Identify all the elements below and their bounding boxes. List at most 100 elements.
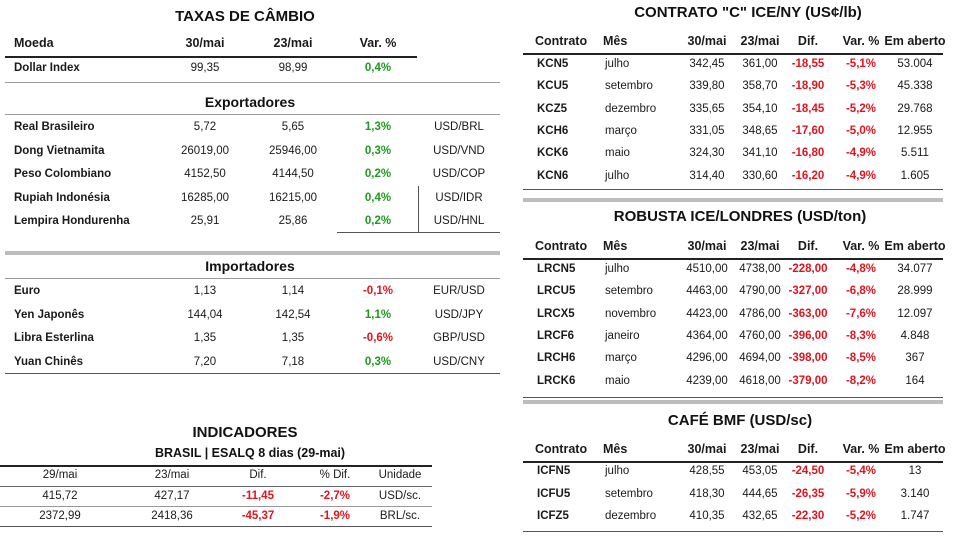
- col-header-23mai: 23/mai: [740, 239, 780, 253]
- value-30mai: 144,04: [187, 308, 223, 321]
- cambio-header-row: Moeda 30/mai 23/mai Var. %: [0, 34, 500, 56]
- contract-code: KCN5: [537, 58, 569, 70]
- exportadores-title: Exportadores: [204, 94, 296, 110]
- col-header-mes: Mês: [603, 239, 628, 253]
- col-header-dif: Dif.: [797, 34, 819, 48]
- contract-code: LRCF6: [537, 329, 575, 342]
- value-23mai: 2418,36: [151, 510, 193, 522]
- bmf-header-row: Contrato Mês 30/mai 23/mai Dif. Var. % Em aber…: [523, 440, 951, 462]
- open-interest: 1.747: [900, 510, 930, 523]
- variation: -5,1%: [845, 58, 877, 70]
- percent-difference: -2,7%: [319, 490, 351, 502]
- variation: -6,8%: [845, 285, 877, 298]
- value-23mai: 16215,00: [269, 191, 317, 204]
- open-interest: 34.077: [897, 263, 933, 275]
- currency-pair: USD/BRL: [434, 121, 484, 133]
- currency-name: Dong Vietnamita: [14, 144, 105, 157]
- month: maio: [605, 374, 630, 387]
- col-header-23mai: 23/mai: [154, 469, 190, 481]
- value-30mai: 342,45: [689, 58, 725, 70]
- indicadores-title: INDICADORES: [192, 424, 298, 441]
- robusta-title: ROBUSTA ICE/LONDRES (USD/ton): [613, 208, 867, 225]
- value-23mai: 358,70: [742, 80, 778, 93]
- currency-row: Rupiah Indonésia 16285,00 16215,00 0,4% USD/…: [0, 188, 500, 210]
- contract-code: LRCX5: [537, 307, 575, 320]
- currency-name: Dollar Index: [14, 62, 80, 74]
- variation: -8,3%: [845, 329, 877, 342]
- variation: -0,6%: [362, 332, 394, 344]
- contract-code: LRCN5: [537, 263, 576, 275]
- col-header-var: Var. %: [359, 36, 397, 50]
- difference: -398,00: [788, 352, 828, 365]
- col-header-mes: Mês: [603, 34, 628, 48]
- variation: -8,5%: [845, 352, 877, 365]
- open-interest: 29.768: [897, 102, 933, 115]
- indicadores-row-divider: [0, 506, 432, 507]
- unit: BRL/sc.: [379, 510, 421, 522]
- robusta-bottom: [523, 397, 943, 398]
- importadores-title: Importadores: [205, 258, 295, 274]
- difference: -327,00: [788, 285, 828, 298]
- currency-name: Yuan Chinês: [14, 355, 84, 368]
- col-header-dif: Dif.: [797, 239, 819, 253]
- month: dezembro: [605, 510, 657, 523]
- variation: -0,1%: [362, 285, 394, 297]
- value-30mai: 418,30: [689, 487, 725, 500]
- exportadores-bottom: [337, 232, 500, 233]
- contract-code: ICFZ5: [537, 510, 569, 523]
- difference: -18,90: [791, 80, 825, 93]
- contract-row: LRCK6 maio 4239,00 4618,00 -379,00 -8,2% 164: [523, 371, 951, 393]
- variation: 1,1%: [364, 308, 392, 321]
- open-interest: 13: [908, 465, 922, 477]
- open-interest: 1.605: [900, 169, 930, 182]
- value-23mai: 4144,50: [272, 168, 314, 180]
- col-header-em-aberto: Em aberto: [884, 239, 946, 253]
- value-29mai: 2372,99: [39, 510, 81, 522]
- difference: -17,60: [791, 124, 825, 137]
- currency-pair: USD/VND: [433, 144, 485, 157]
- month: março: [605, 124, 637, 137]
- exportadores-sep: [418, 186, 419, 232]
- bmf-header-divider: [523, 461, 943, 463]
- col-header-dif: Dif.: [249, 469, 267, 481]
- currency-name: Rupiah Indonésia: [14, 191, 110, 204]
- variation: -5,2%: [845, 102, 877, 115]
- difference: -396,00: [788, 329, 828, 342]
- month: julho: [605, 169, 630, 182]
- col-header-contrato: Contrato: [535, 442, 588, 456]
- cambio-header-divider: [5, 56, 417, 58]
- month: maio: [605, 147, 630, 160]
- value-30mai: 26019,00: [181, 144, 229, 157]
- currency-name: Yen Japonês: [14, 308, 85, 321]
- value-23mai: 4618,00: [739, 374, 781, 387]
- currency-row: Dong Vietnamita 26019,00 25946,00 0,3% USD/V…: [0, 141, 500, 163]
- value-30mai: 4423,00: [686, 307, 728, 320]
- value-23mai: 354,10: [742, 102, 778, 115]
- value-30mai: 4463,00: [686, 285, 728, 298]
- currency-name: Real Brasileiro: [14, 121, 95, 133]
- currency-pair: USD/CNY: [433, 355, 485, 368]
- contract-row: KCU5 setembro 339,80 358,70 -18,90 -5,3% 45.33…: [523, 76, 951, 98]
- robusta-header-row: Contrato Mês 30/mai 23/mai Dif. Var. % Em aber…: [523, 237, 951, 259]
- value-23mai: 142,54: [275, 308, 311, 321]
- value-30mai: 324,30: [689, 147, 725, 160]
- value-30mai: 25,91: [190, 215, 220, 227]
- ice_ny-header-divider: [523, 53, 943, 55]
- currency-row: Peso Colombiano 4152,50 4144,50 0,2% USD/COP: [0, 164, 500, 186]
- variation: 0,3%: [364, 355, 392, 368]
- contract-row: LRCN5 julho 4510,00 4738,00 -228,00 -4,8% 34.0…: [523, 259, 951, 281]
- contract-code: LRCU5: [537, 285, 576, 298]
- contract-code: KCK6: [537, 147, 569, 160]
- open-interest: 12.097: [897, 307, 933, 320]
- open-interest: 5.511: [901, 147, 929, 160]
- difference: -16,20: [791, 169, 825, 182]
- col-header-contrato: Contrato: [535, 239, 588, 253]
- month: setembro: [605, 487, 653, 500]
- difference: -45,37: [241, 510, 275, 522]
- open-interest: 45.338: [897, 80, 933, 93]
- difference: -379,00: [788, 374, 828, 387]
- currency-pair: EUR/USD: [433, 285, 485, 297]
- open-interest: 12.955: [897, 124, 933, 137]
- col-header-em-aberto: Em aberto: [884, 442, 946, 456]
- cambio-title: TAXAS DE CÂMBIO: [175, 8, 315, 25]
